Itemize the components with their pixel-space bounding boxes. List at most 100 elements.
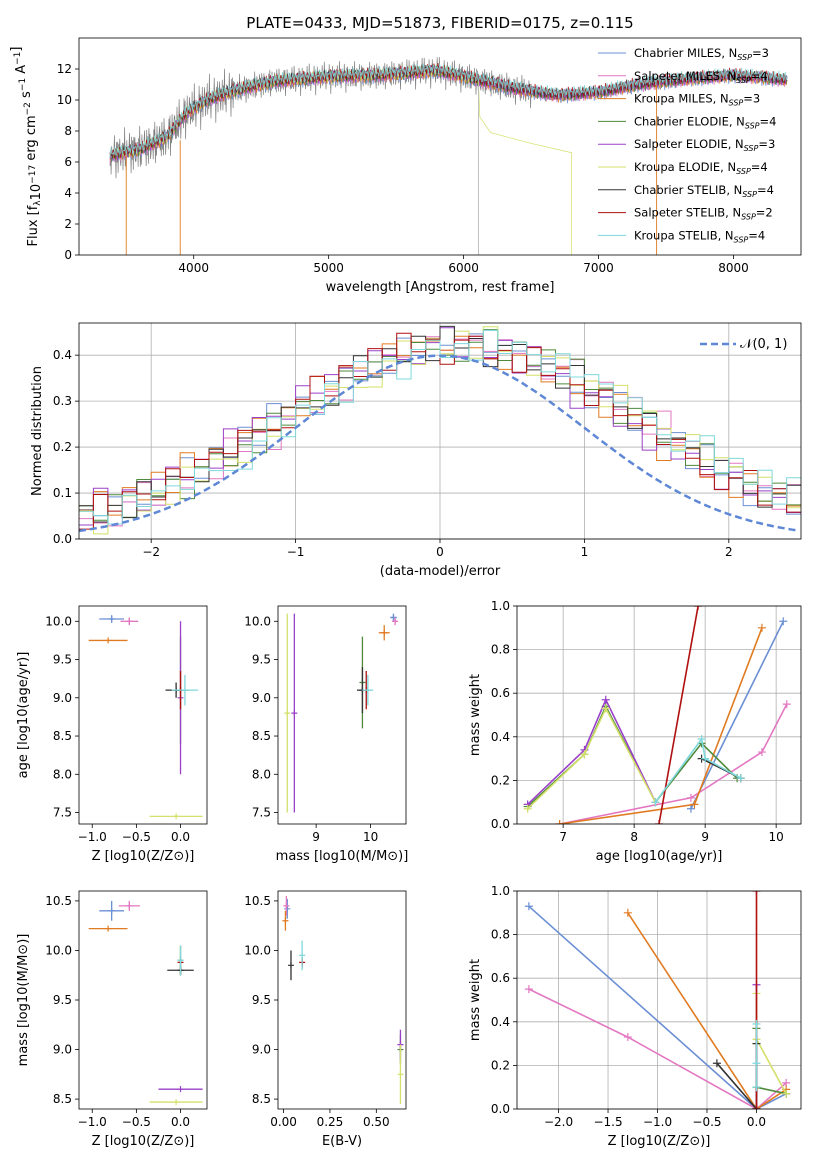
x-tick-label: −1.0: [78, 830, 107, 844]
y-tick-label: 1.0: [491, 599, 510, 613]
x-tick-label: 7: [559, 830, 567, 844]
axes-frame: [78, 37, 802, 256]
data-point: [524, 985, 533, 994]
data-point: [282, 917, 289, 924]
y-tick-label: 6: [64, 155, 72, 169]
x-tick-label: 0: [436, 545, 444, 559]
data-point: [752, 891, 761, 895]
model-spectrum-line: [109, 63, 788, 159]
x-tick-label: −1.5: [593, 1115, 622, 1129]
y-tick-label: 7.5: [252, 806, 271, 820]
data-point: [291, 710, 298, 717]
x-tick-label: 2: [725, 545, 733, 559]
data-point: [364, 687, 371, 694]
y-axis-label: Flux [fλ10−17 erg cm−2 s−1 A−1]: [9, 47, 44, 247]
x-tick-label: 6000: [448, 261, 479, 275]
y-tick-label: 0.0: [491, 1102, 510, 1116]
x-tick-label: 0.00: [270, 1115, 297, 1129]
y-tick-label: 0.8: [491, 928, 510, 942]
series-line: [658, 606, 699, 824]
x-tick-label: −2.0: [544, 1115, 573, 1129]
y-tick-label: 9.5: [252, 653, 271, 667]
x-tick-label: 0.50: [363, 1115, 390, 1129]
x-axis-label: Z [log10(Z/Z⊙)]: [608, 1134, 711, 1149]
y-tick-label: 10.0: [244, 614, 271, 628]
y-tick-label: 8.5: [252, 729, 271, 743]
panel-mass-vs-Z: −1.0 −0.5 0.0 8.5 9.0 9.5 10.0 10.5 Z [log10(Z/Z…: [16, 890, 208, 1149]
y-axis-label: Normed distribution: [30, 366, 45, 496]
y-tick-label: 8.0: [53, 767, 72, 781]
data-point: [283, 902, 290, 909]
legend-label: Chabrier ELODIE, NSSP=4: [634, 114, 776, 130]
x-axis-label: Z [log10(Z/Z⊙)]: [92, 849, 195, 864]
data-point: [381, 629, 388, 636]
x-tick-label: 9: [312, 830, 320, 844]
y-tick-label: 0.1: [53, 486, 72, 500]
panel-mass-vs-EBV: 0.00 0.25 0.50 8.5 9.0 9.5 10.0 10.5 E(B-V): [244, 890, 407, 1149]
series-line: [627, 912, 787, 1109]
x-tick-label: −0.5: [122, 1115, 151, 1129]
y-tick-label: 0.4: [491, 730, 510, 744]
data-point: [782, 1089, 791, 1098]
legend-label: Chabrier STELIB, NSSP=4: [634, 183, 774, 199]
y-tick-label: 0.2: [53, 440, 72, 454]
figure-title: PLATE=0433, MJD=51873, FIBERID=0175, z=0…: [246, 14, 633, 32]
errorbars: [282, 895, 404, 1105]
data-point: [655, 820, 663, 824]
legend-label: 𝒩(0, 1): [740, 337, 787, 352]
data-point: [105, 925, 112, 932]
data-point: [623, 908, 632, 917]
residual-histogram: [79, 329, 801, 525]
data-point: [752, 1059, 761, 1068]
errorbars: [88, 900, 203, 1106]
series-line: [528, 905, 787, 1109]
data-point: [397, 1071, 404, 1078]
y-tick-label: 12: [57, 62, 72, 76]
x-tick-label: 8000: [718, 261, 749, 275]
y-tick-label: 10: [57, 93, 72, 107]
y-tick-label: 0.6: [491, 686, 510, 700]
y-tick-label: 10.0: [45, 614, 72, 628]
data-point: [623, 1033, 632, 1042]
x-tick-label: 4000: [178, 261, 209, 275]
x-tick-label: −1.0: [78, 1115, 107, 1129]
x-tick-label: −1.0: [643, 1115, 672, 1129]
data-point: [126, 902, 133, 909]
series-line: [654, 737, 742, 803]
data-point: [524, 902, 533, 911]
data-point: [694, 606, 703, 610]
y-tick-label: 9.5: [252, 993, 271, 1007]
y-tick-label: 8.0: [252, 767, 271, 781]
y-tick-label: 1.0: [491, 884, 510, 898]
data-point: [779, 617, 788, 626]
x-tick-label: 9: [701, 830, 709, 844]
data-point: [712, 1059, 721, 1068]
legend-label: Salpeter ELODIE, NSSP=3: [634, 137, 775, 153]
y-tick-label: 8.5: [252, 1092, 271, 1106]
data-point: [173, 813, 180, 820]
data-point: [181, 687, 188, 694]
y-tick-label: 10.5: [244, 894, 271, 908]
data-point: [736, 774, 745, 783]
data-point: [126, 618, 133, 625]
model-spectrum-line: [109, 64, 572, 255]
y-tick-label: 4: [64, 186, 72, 200]
y-tick-label: 10.5: [45, 894, 72, 908]
data-point: [177, 1086, 184, 1093]
data-point: [555, 820, 564, 824]
y-tick-label: 8.5: [53, 1092, 72, 1106]
x-axis-label: Z [log10(Z/Z⊙)]: [92, 1134, 195, 1149]
data-point: [173, 1099, 180, 1106]
x-tick-label: 10: [363, 830, 378, 844]
x-axis-label: E(B-V): [322, 1134, 362, 1149]
x-axis-label: wavelength [Angstrom, rest frame]: [326, 280, 555, 295]
x-tick-label: 5000: [313, 261, 344, 275]
axes-frame: [516, 605, 802, 825]
axes-frame: [277, 605, 407, 825]
data-point: [697, 734, 706, 743]
y-tick-label: 9.5: [53, 993, 72, 1007]
data-point: [108, 907, 115, 914]
data-point: [601, 704, 610, 713]
y-tick-label: 0.2: [491, 773, 510, 787]
y-tick-label: 10.0: [244, 943, 271, 957]
